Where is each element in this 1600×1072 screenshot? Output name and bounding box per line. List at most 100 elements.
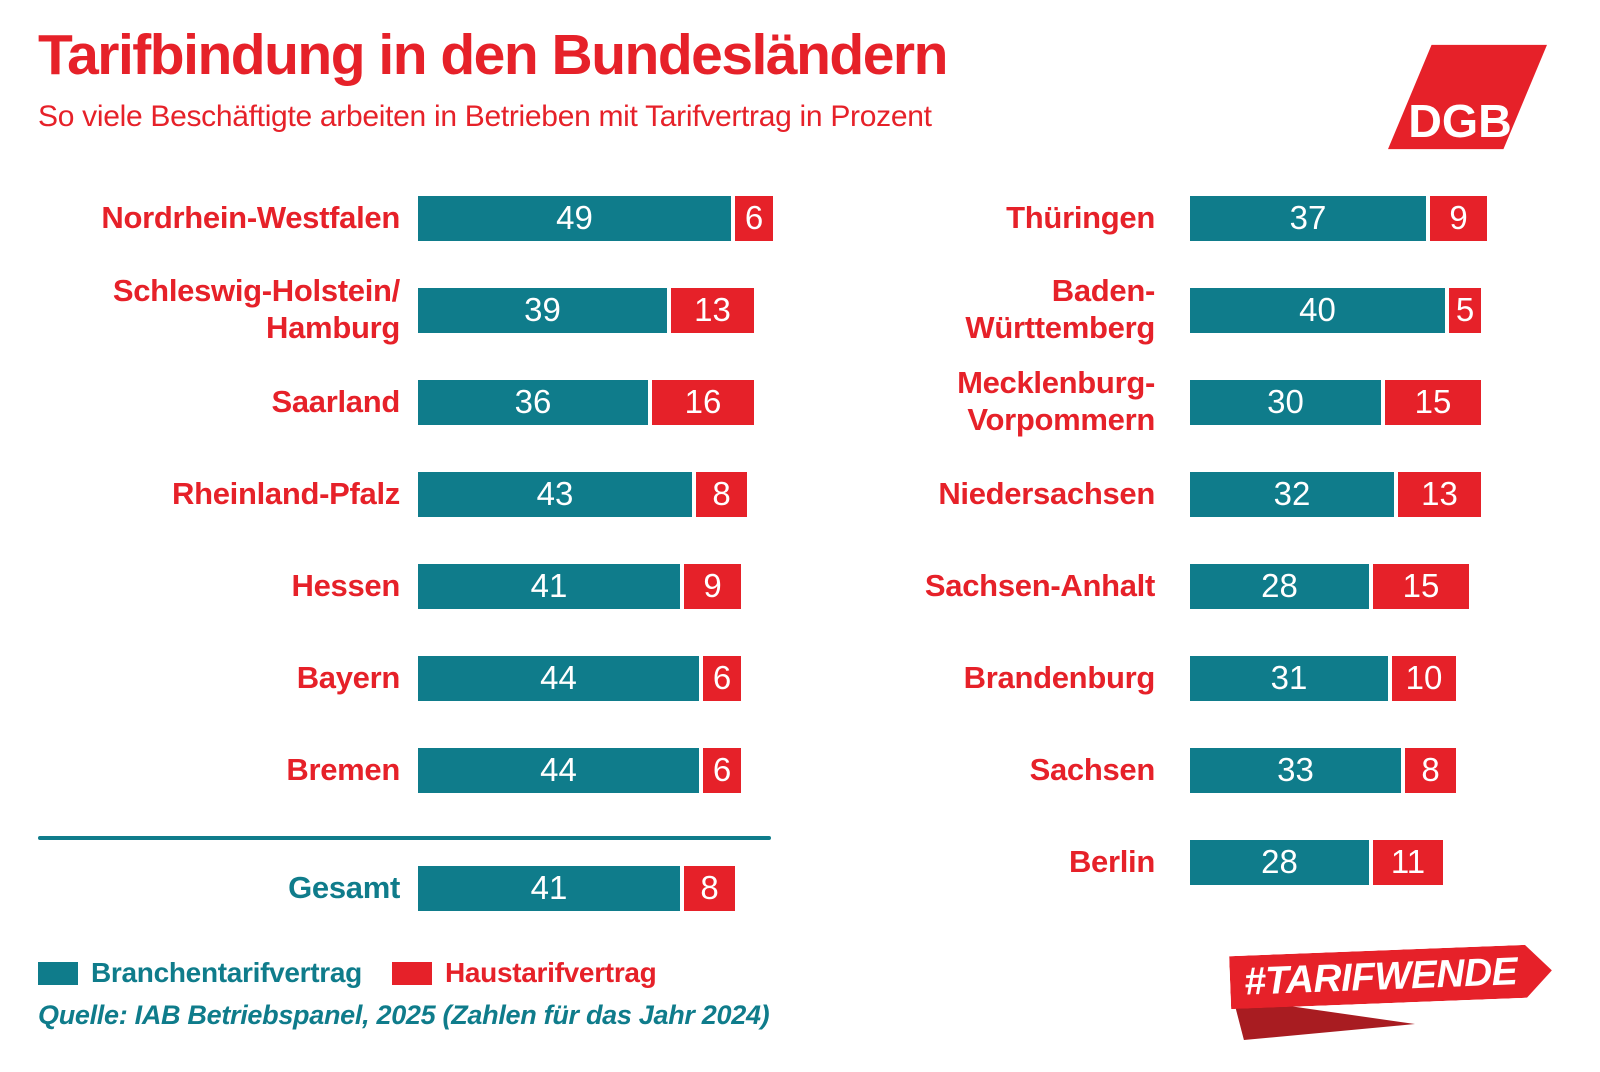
stacked-bar: 37 9 xyxy=(1190,195,1487,241)
haustarifvertrag-segment: 15 xyxy=(1373,563,1469,609)
stacked-bar: 32 13 xyxy=(1190,471,1481,517)
header: Tarifbindung in den Bundesländern So vie… xyxy=(38,23,1338,134)
segment-value: 15 xyxy=(1402,567,1440,604)
segment-value: 5 xyxy=(1455,291,1475,328)
page-subtitle: So viele Beschäftigte arbeiten in Betrie… xyxy=(38,99,932,133)
segment-value: 6 xyxy=(712,751,732,788)
stacked-bar: 30 15 xyxy=(1190,379,1481,425)
segment-value: 10 xyxy=(1405,659,1443,696)
chart-row: Thüringen 37 9 xyxy=(835,172,1580,264)
chart-column-right: Thüringen 37 9 Baden- Württemberg 40 5 Mecklen… xyxy=(835,172,1580,908)
segment-value: 44 xyxy=(540,659,577,696)
state-label: Bayern xyxy=(296,659,401,695)
total-divider xyxy=(38,836,771,840)
branchentarifvertrag-swatch xyxy=(38,961,78,985)
haustarifvertrag-segment: 9 xyxy=(684,563,741,609)
branchentarifvertrag-segment: 36 xyxy=(418,379,648,425)
chart-row: Bremen 44 6 xyxy=(38,724,783,816)
state-label: Berlin xyxy=(1068,843,1155,879)
state-label: Thüringen xyxy=(1006,199,1155,235)
stacked-bar: 28 15 xyxy=(1190,563,1469,609)
branchentarifvertrag-segment: 41 xyxy=(418,563,680,609)
segment-value: 8 xyxy=(700,869,719,906)
segment-value: 30 xyxy=(1267,383,1304,420)
segment-value: 39 xyxy=(524,291,561,328)
segment-value: 8 xyxy=(1421,751,1440,788)
stacked-bar: 49 6 xyxy=(418,195,773,241)
state-label: Bremen xyxy=(286,751,400,787)
chart-row: Bayern 44 6 xyxy=(38,632,783,724)
stacked-bar: 44 6 xyxy=(418,747,741,793)
haustarifvertrag-segment: 9 xyxy=(1430,195,1487,241)
branchentarifvertrag-segment: 37 xyxy=(1190,195,1426,241)
stacked-bar: 43 8 xyxy=(418,471,747,517)
segment-value: 49 xyxy=(556,199,593,236)
segment-value: 33 xyxy=(1277,751,1314,788)
state-label: Hessen xyxy=(291,567,401,603)
haustarifvertrag-segment: 6 xyxy=(735,195,773,241)
stacked-bar: 33 8 xyxy=(1190,747,1456,793)
legend-item-branchentarifvertrag: Branchentarifvertrag xyxy=(38,957,362,989)
segment-value: 40 xyxy=(1299,291,1336,328)
chart-row: Sachsen-Anhalt 28 15 xyxy=(835,540,1580,632)
chart-row: Schleswig-Holstein/ Hamburg 39 13 xyxy=(38,264,783,356)
state-label: Brandenburg xyxy=(963,659,1156,695)
segment-value: 13 xyxy=(1421,475,1458,512)
haustarifvertrag-segment: 16 xyxy=(652,379,754,425)
stacked-bar: 39 13 xyxy=(418,287,754,333)
haustarifvertrag-segment: 8 xyxy=(684,865,735,911)
stacked-bar: 40 5 xyxy=(1190,287,1481,333)
page-title: Tarifbindung in den Bundesländern xyxy=(38,23,948,87)
haustarifvertrag-segment: 6 xyxy=(703,655,741,701)
branchentarifvertrag-segment: 39 xyxy=(418,287,667,333)
branchentarifvertrag-segment: 33 xyxy=(1190,747,1401,793)
state-label: Mecklenburg- Vorpommern xyxy=(957,365,1155,437)
segment-value: 6 xyxy=(744,199,764,236)
chart-row: Baden- Württemberg 40 5 xyxy=(835,264,1580,356)
banner-ribbon: #TARIFWENDE xyxy=(1229,944,1553,1009)
state-label: Sachsen-Anhalt xyxy=(924,567,1155,603)
branchentarifvertrag-segment: 43 xyxy=(418,471,692,517)
chart-row: Berlin 28 11 xyxy=(835,816,1580,908)
branchentarifvertrag-segment: 44 xyxy=(418,747,699,793)
stacked-bar: 28 11 xyxy=(1190,839,1443,885)
segment-value: 13 xyxy=(694,291,731,328)
state-label: Sachsen xyxy=(1029,751,1156,787)
branchentarifvertrag-segment: 44 xyxy=(418,655,699,701)
legend-label: Branchentarifvertrag xyxy=(91,957,362,988)
segment-value: 8 xyxy=(712,475,731,512)
state-label: Baden- Württemberg xyxy=(965,273,1155,345)
legend-label: Haustarifvertrag xyxy=(444,957,657,988)
haustarifvertrag-segment: 8 xyxy=(696,471,747,517)
stacked-bar: 36 16 xyxy=(418,379,754,425)
haustarifvertrag-segment: 10 xyxy=(1392,655,1456,701)
stacked-bar: 41 9 xyxy=(418,563,741,609)
branchentarifvertrag-segment: 30 xyxy=(1190,379,1381,425)
chart-row: Brandenburg 31 10 xyxy=(835,632,1580,724)
segment-value: 43 xyxy=(536,475,574,512)
branchentarifvertrag-segment: 28 xyxy=(1190,563,1369,609)
state-label: Saarland xyxy=(271,383,400,419)
chart-row: Hessen 41 9 xyxy=(38,540,783,632)
segment-value: 9 xyxy=(703,567,722,604)
segment-value: 28 xyxy=(1261,567,1298,604)
segment-value: 44 xyxy=(540,751,577,788)
legend: Branchentarifvertrag Haustarifvertrag xyxy=(38,957,687,989)
haustarifvertrag-segment: 15 xyxy=(1385,379,1481,425)
stacked-bar: 41 8 xyxy=(418,865,735,911)
segment-value: 28 xyxy=(1261,843,1298,880)
haustarifvertrag-segment: 6 xyxy=(703,747,741,793)
chart-row: Nordrhein-Westfalen 49 6 xyxy=(38,172,783,264)
stacked-bar: 44 6 xyxy=(418,655,741,701)
dgb-logo-parallelogram xyxy=(1388,44,1547,150)
banner-text: #TARIFWENDE xyxy=(1243,949,1518,1004)
branchentarifvertrag-segment: 49 xyxy=(418,195,731,241)
segment-value: 31 xyxy=(1270,659,1308,696)
segment-value: 15 xyxy=(1414,383,1452,420)
source-note: Quelle: IAB Betriebspanel, 2025 (Zahlen … xyxy=(38,1000,770,1030)
segment-value: 36 xyxy=(514,383,552,420)
chart-row: Niedersachsen 32 13 xyxy=(835,448,1580,540)
branchentarifvertrag-segment: 31 xyxy=(1190,655,1388,701)
chart-row: Rheinland-Pfalz 43 8 xyxy=(38,448,783,540)
